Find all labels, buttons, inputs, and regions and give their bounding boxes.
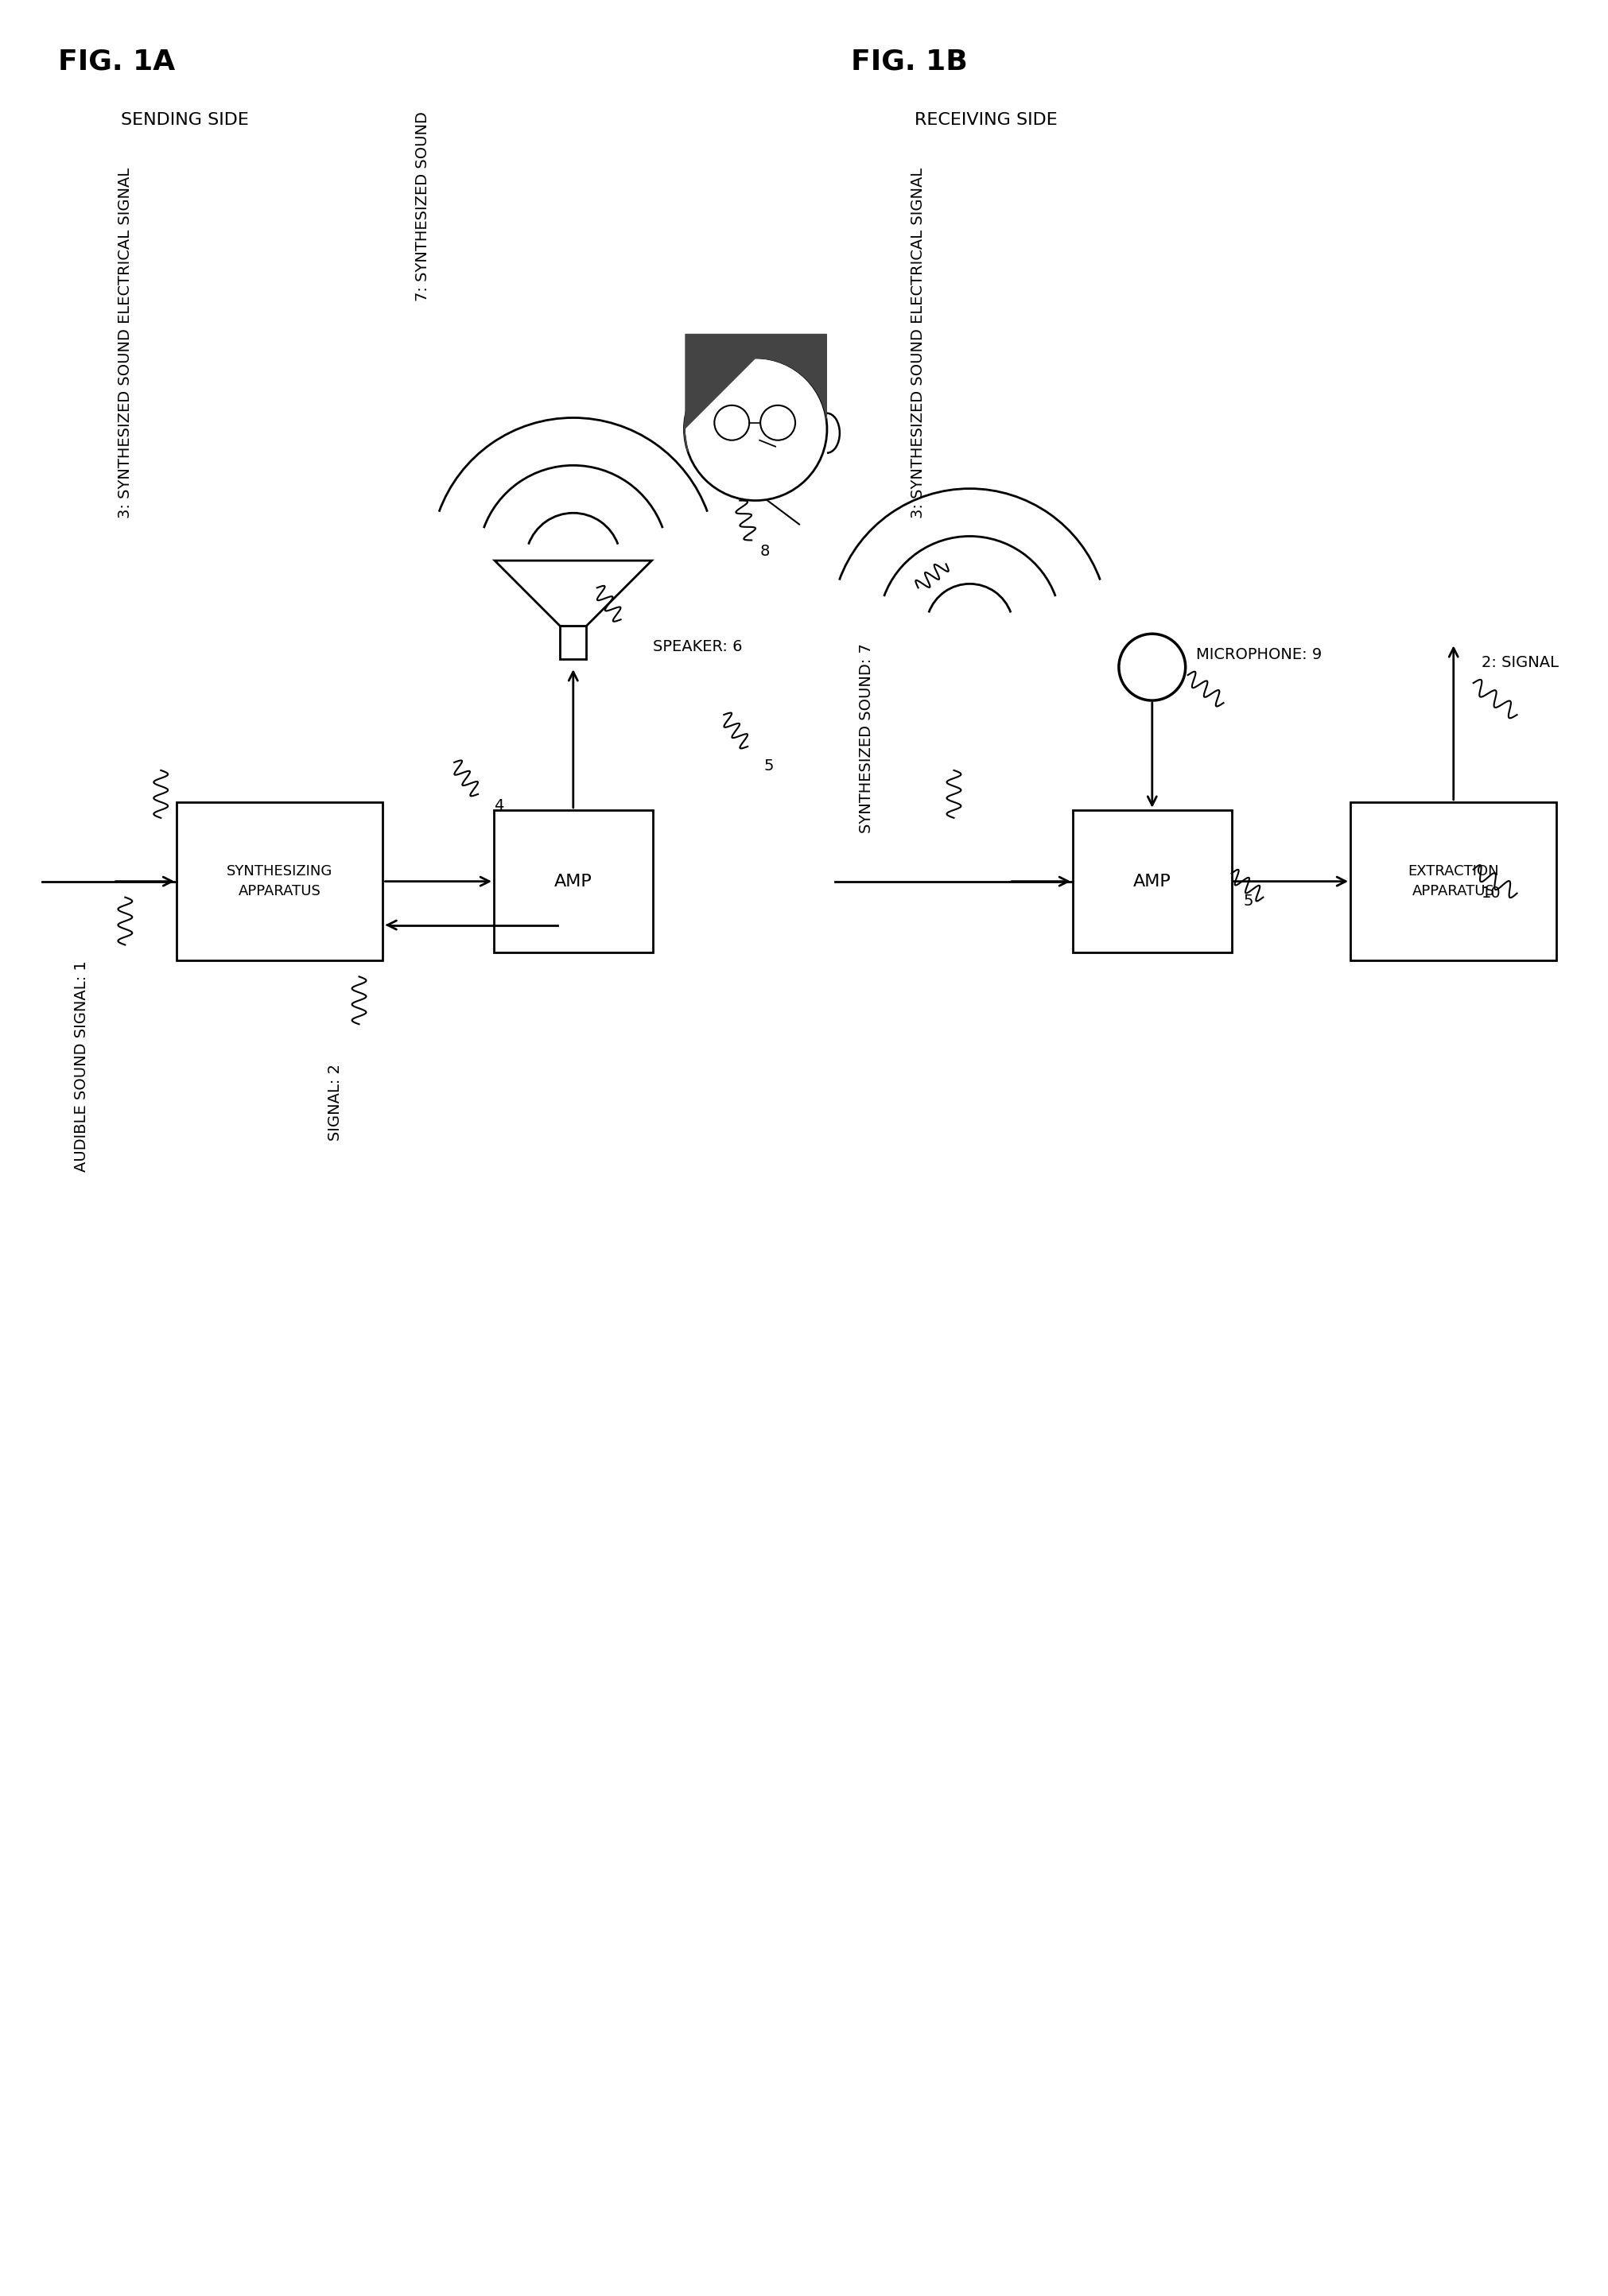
Bar [1073, 810, 1232, 953]
Text: 5: 5 [1243, 893, 1253, 909]
Text: FIG. 1B: FIG. 1B [851, 48, 968, 76]
Text: SENDING SIDE: SENDING SIDE [121, 113, 249, 129]
Text: SIGNAL: 2: SIGNAL: 2 [328, 1063, 343, 1141]
Circle shape [685, 358, 827, 501]
Polygon shape [685, 358, 756, 452]
Text: FIG. 1A: FIG. 1A [58, 48, 175, 76]
Text: MICROPHONE: 9: MICROPHONE: 9 [1196, 647, 1322, 661]
Text: 2: SIGNAL: 2: SIGNAL [1481, 654, 1558, 670]
Text: SYNTHESIZING
APPARATUS: SYNTHESIZING APPARATUS [227, 863, 333, 898]
Text: EXTRACTION
APPARATUS: EXTRACTION APPARATUS [1409, 863, 1499, 898]
Bar [494, 810, 653, 953]
Text: 8: 8 [759, 544, 770, 560]
Text: RECEIVING SIDE: RECEIVING SIDE [915, 113, 1056, 129]
Text: 4: 4 [494, 799, 503, 813]
Text: AMP: AMP [1134, 872, 1171, 889]
Bar [177, 801, 383, 960]
Text: 3: SYNTHESIZED SOUND ELECTRICAL SIGNAL: 3: SYNTHESIZED SOUND ELECTRICAL SIGNAL [910, 168, 926, 519]
Bar [1351, 801, 1557, 960]
Polygon shape [495, 560, 651, 627]
Text: SYNTHESIZED SOUND: 7: SYNTHESIZED SOUND: 7 [859, 643, 875, 833]
Text: 5: 5 [764, 758, 773, 774]
Text: AMP: AMP [555, 872, 592, 889]
Text: 10: 10 [1481, 886, 1500, 900]
Text: SPEAKER: 6: SPEAKER: 6 [653, 638, 741, 654]
Circle shape [1119, 634, 1185, 700]
Bar [560, 627, 587, 659]
Text: AUDIBLE SOUND SIGNAL: 1: AUDIBLE SOUND SIGNAL: 1 [74, 960, 88, 1171]
Text: 7: SYNTHESIZED SOUND: 7: SYNTHESIZED SOUND [415, 113, 429, 301]
Text: 3: SYNTHESIZED SOUND ELECTRICAL SIGNAL: 3: SYNTHESIZED SOUND ELECTRICAL SIGNAL [117, 168, 133, 519]
